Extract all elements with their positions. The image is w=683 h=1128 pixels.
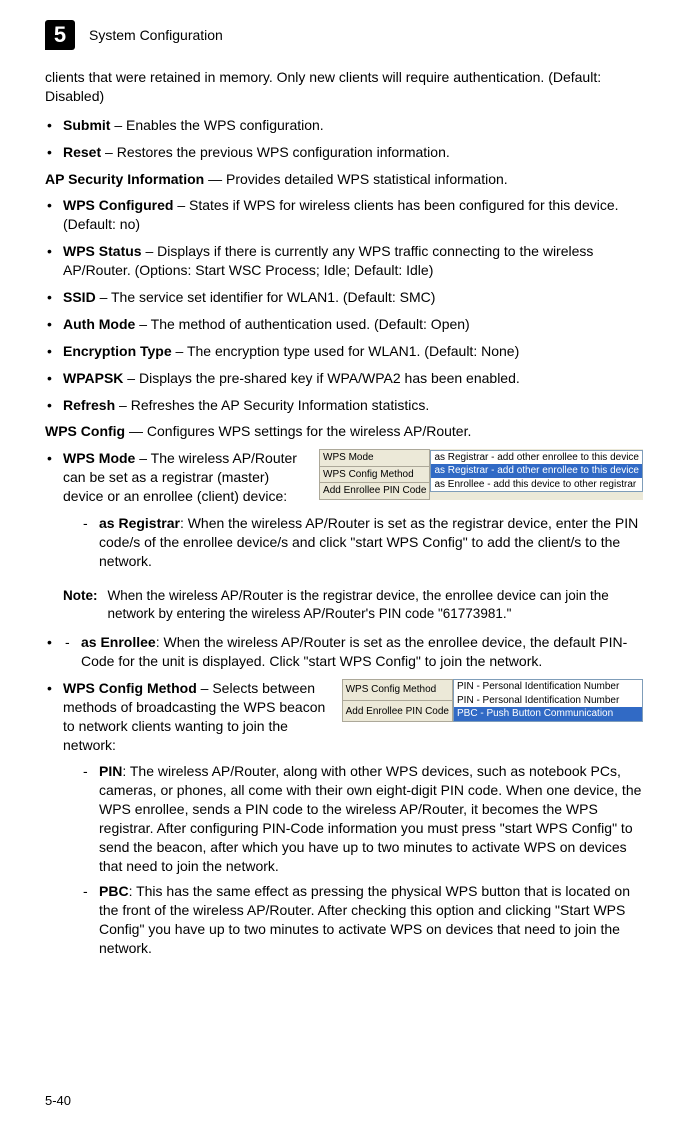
term: Encryption Type	[63, 343, 172, 359]
list-item: Submit – Enables the WPS configuration.	[45, 116, 643, 135]
wps-method-table: WPS Config Method PIN - Personal Identif…	[342, 679, 643, 723]
desc: – Refreshes the AP Security Information …	[115, 397, 429, 413]
wps-config-list: WPS Mode as Registrar - add other enroll…	[45, 449, 643, 576]
list-item: Auth Mode – The method of authentication…	[45, 315, 643, 334]
wps-method-screenshot: WPS Config Method PIN - Personal Identif…	[342, 679, 643, 723]
desc: – The encryption type used for WLAN1. (D…	[172, 343, 520, 359]
term: AP Security Information	[45, 171, 204, 187]
dropdown-option[interactable]: as Registrar - add other enrollee to thi…	[431, 451, 642, 465]
term: PIN	[99, 763, 122, 779]
table-label: Add Enrollee PIN Code	[320, 483, 430, 500]
table-label: Add Enrollee PIN Code	[342, 701, 452, 722]
dropdown-option[interactable]: as Enrollee - add this device to other r…	[431, 478, 642, 492]
table-label: WPS Config Method	[342, 679, 452, 700]
note-block: Note: When the wireless AP/Router is the…	[63, 587, 643, 623]
term: PBC	[99, 883, 129, 899]
note-text: When the wireless AP/Router is the regis…	[108, 587, 644, 623]
top-bullet-list: Submit – Enables the WPS configuration. …	[45, 116, 643, 162]
header-title: System Configuration	[89, 26, 223, 45]
term: as Enrollee	[81, 634, 156, 650]
wps-mode-table: WPS Mode as Registrar - add other enroll…	[319, 449, 643, 500]
pin-item: PIN: The wireless AP/Router, along with …	[81, 762, 643, 875]
table-label: WPS Config Method	[320, 466, 430, 483]
list-item: WPAPSK – Displays the pre-shared key if …	[45, 369, 643, 388]
chapter-number-badge: 5	[45, 20, 75, 50]
term: as Registrar	[99, 515, 180, 531]
desc: : This has the same effect as pressing t…	[99, 883, 630, 956]
term: Reset	[63, 144, 101, 160]
desc: – Displays if there is currently any WPS…	[63, 243, 593, 278]
list-item: SSID – The service set identifier for WL…	[45, 288, 643, 307]
pbc-item: PBC: This has the same effect as pressin…	[81, 882, 643, 958]
continuation-item: as Enrollee: When the wireless AP/Router…	[45, 633, 643, 671]
list-item: Reset – Restores the previous WPS config…	[45, 143, 643, 162]
wps-method-item: WPS Config Method PIN - Personal Identif…	[45, 679, 643, 963]
wps-mode-dropdown[interactable]: as Registrar - add other enrollee to thi…	[430, 450, 643, 493]
dropdown-option[interactable]: PIN - Personal Identification Number	[454, 680, 642, 694]
list-item: WPS Configured – States if WPS for wirel…	[45, 196, 643, 234]
wps-method-dropdown[interactable]: PIN - Personal Identification Number PIN…	[453, 679, 643, 722]
wps-mode-item: WPS Mode as Registrar - add other enroll…	[45, 449, 643, 576]
dropdown-option[interactable]: PIN - Personal Identification Number	[454, 694, 642, 708]
term: Submit	[63, 117, 110, 133]
desc: : When the wireless AP/Router is set as …	[81, 634, 627, 669]
desc: – The method of authentication used. (De…	[135, 316, 469, 332]
wps-mode-screenshot: WPS Mode as Registrar - add other enroll…	[319, 449, 643, 500]
term: SSID	[63, 289, 96, 305]
term: WPS Config Method	[63, 680, 197, 696]
dropdown-option[interactable]: PBC - Push Button Communication	[454, 707, 642, 721]
dropdown-option[interactable]: as Registrar - add other enrollee to thi…	[431, 464, 642, 478]
list-item: WPS Status – Displays if there is curren…	[45, 242, 643, 280]
wps-config-heading: WPS Config — Configures WPS settings for…	[45, 422, 643, 441]
term: WPAPSK	[63, 370, 123, 386]
desc: – Restores the previous WPS configuratio…	[101, 144, 450, 160]
list-item: Refresh – Refreshes the AP Security Info…	[45, 396, 643, 415]
wps-config-list-cont: as Enrollee: When the wireless AP/Router…	[45, 633, 643, 963]
term: WPS Mode	[63, 450, 135, 466]
term: WPS Status	[63, 243, 142, 259]
ap-security-list: WPS Configured – States if WPS for wirel…	[45, 196, 643, 414]
desc: : The wireless AP/Router, along with oth…	[99, 763, 641, 873]
term: Refresh	[63, 397, 115, 413]
ap-security-heading: AP Security Information — Provides detai…	[45, 170, 643, 189]
term: WPS Config	[45, 423, 125, 439]
term: Auth Mode	[63, 316, 135, 332]
page-header: 5 System Configuration	[45, 20, 643, 50]
term: WPS Configured	[63, 197, 173, 213]
list-item: Encryption Type – The encryption type us…	[45, 342, 643, 361]
as-registrar-item: as Registrar: When the wireless AP/Route…	[81, 514, 643, 571]
page-number: 5-40	[45, 1092, 71, 1110]
note-label: Note:	[63, 587, 98, 623]
desc: — Provides detailed WPS statistical info…	[204, 171, 507, 187]
desc: – Enables the WPS configuration.	[110, 117, 323, 133]
table-label: WPS Mode	[320, 450, 430, 467]
as-enrollee-item: as Enrollee: When the wireless AP/Router…	[63, 633, 643, 671]
desc: : When the wireless AP/Router is set as …	[99, 515, 638, 569]
desc: – The service set identifier for WLAN1. …	[96, 289, 436, 305]
desc: – Displays the pre-shared key if WPA/WPA…	[123, 370, 519, 386]
desc: — Configures WPS settings for the wirele…	[125, 423, 471, 439]
intro-paragraph: clients that were retained in memory. On…	[45, 68, 643, 106]
